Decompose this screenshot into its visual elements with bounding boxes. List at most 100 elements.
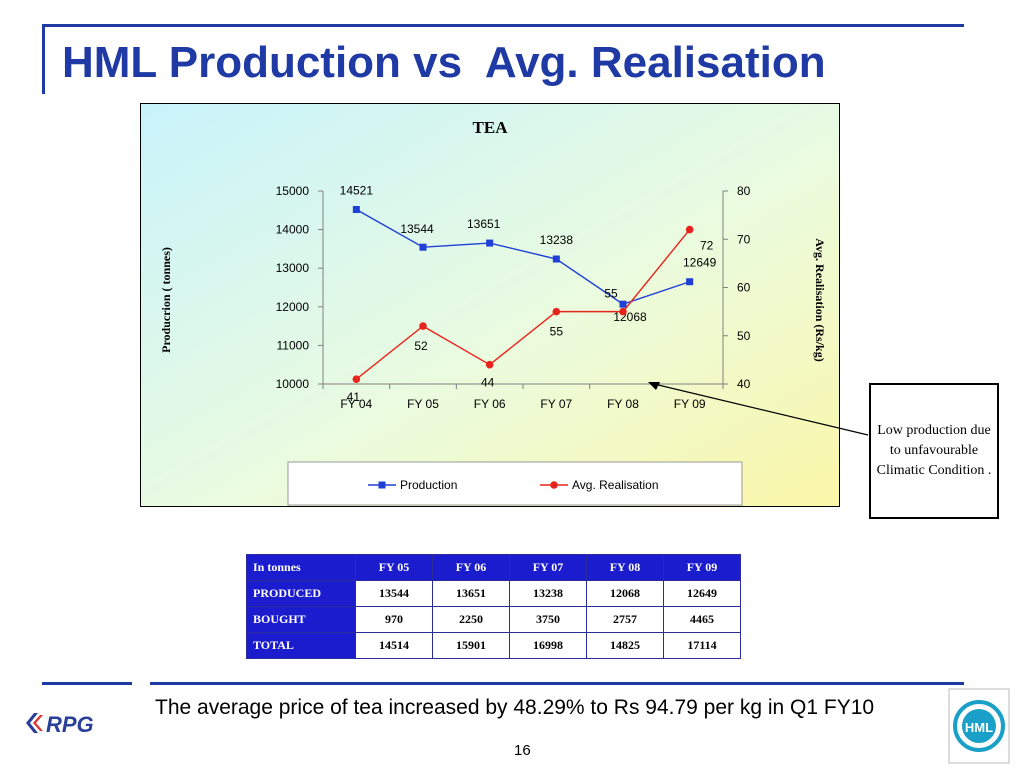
legend-label: Production [400,478,457,492]
table-cell: 2250 [432,606,510,633]
data-point-production [486,239,494,247]
table-cell: 13238 [509,580,587,607]
table-row: PRODUCED 13544 13651 13238 12068 12649 [246,580,741,607]
table-cell: 15901 [432,632,510,659]
x-tick-label: FY 09 [674,397,706,411]
data-point-avg-realisation [352,375,361,383]
title-frame-top-rule [42,24,964,27]
data-point-avg-realisation [685,225,694,234]
y-axis-left-label: Producrion ( tonnes) [159,247,173,353]
slide-title: HML Production vs Avg. Realisation [62,38,826,87]
data-point-production [419,243,427,251]
legend-swatch-marker [550,481,558,489]
footer-rule-right [150,682,964,685]
y-right-tick-label: 80 [737,184,751,198]
x-tick-label: FY 06 [474,397,506,411]
svg-text:HML: HML [965,720,993,735]
data-point-production [686,278,694,286]
table-header-cell: FY 09 [663,554,741,581]
data-label: 44 [481,376,495,390]
table-row-label: BOUGHT [246,606,356,633]
data-point-avg-realisation [552,307,561,316]
production-table: In tonnes FY 05 FY 06 FY 07 FY 08 FY 09 … [246,554,741,659]
data-label: 13544 [400,222,434,236]
legend-label: Avg. Realisation [572,478,659,492]
x-tick-label: FY 08 [607,397,639,411]
y-right-tick-label: 40 [737,377,751,391]
y-left-tick-label: 15000 [276,184,310,198]
table-row-label: TOTAL [246,632,356,659]
x-tick-label: FY 07 [540,397,572,411]
footer-note: The average price of tea increased by 48… [155,696,875,719]
annotation-callout-text: Low production due to unfavourable Clima… [876,423,992,478]
data-label: 13651 [467,217,501,231]
table-cell: 2757 [586,606,664,633]
data-label: 55 [604,287,618,301]
data-point-production [619,300,627,308]
data-label: 72 [700,239,714,253]
table-cell: 4465 [663,606,741,633]
data-label: 41 [347,390,361,404]
axes-layer: 10000 11000 12000 13000 14000 15000 40 50 60 70 80… [276,184,751,411]
legend: Production Avg. Realisation [287,461,743,506]
data-label: 52 [414,339,428,353]
table-row-label: PRODUCED [246,580,356,607]
series-line-production [355,208,690,305]
table-header-row: In tonnes FY 05 FY 06 FY 07 FY 08 FY 09 [246,554,741,581]
x-tick-label: FY 04 [340,397,372,411]
table-cell: 3750 [509,606,587,633]
annotation-callout: Low production due to unfavourable Clima… [869,383,999,519]
callout-arrow-line [653,383,869,436]
table-cell: 13651 [432,580,510,607]
legend-swatch-marker [378,481,386,489]
table-cell: 12649 [663,580,741,607]
data-label: 14521 [340,183,374,197]
y-right-tick-label: 60 [737,281,751,295]
table-cell: 17114 [663,632,741,659]
table-cell: 970 [355,606,433,633]
title-frame-left-rule [42,24,45,94]
table-header-cell: In tonnes [246,554,356,581]
table-row: TOTAL 14514 15901 16998 14825 17114 [246,632,741,659]
legend-items: Production Avg. Realisation [368,478,659,492]
table-cell: 14825 [586,632,664,659]
chart-title: TEA [473,118,509,137]
y-left-tick-label: 12000 [276,300,310,314]
x-tick-label: FY 05 [407,397,439,411]
table-cell: 12068 [586,580,664,607]
data-point-production [552,255,560,263]
data-point-avg-realisation [485,360,494,369]
data-label: 13238 [540,233,574,247]
table-header-cell: FY 06 [432,554,510,581]
y-left-tick-label: 10000 [276,377,310,391]
page-number: 16 [514,742,531,759]
table-header-cell: FY 08 [586,554,664,581]
table-header-cell: FY 05 [355,554,433,581]
table-cell: 13544 [355,580,433,607]
table-header-cell: FY 07 [509,554,587,581]
callout-arrow-head [648,382,660,390]
table-row: BOUGHT 970 2250 3750 2757 4465 [246,606,741,633]
data-label: 12649 [683,256,717,270]
data-label: 55 [550,325,564,339]
chart-panel: TEA Producrion ( tonnes) Avg. Realisatio… [140,103,840,507]
table-cell: 16998 [509,632,587,659]
y-left-tick-label: 11000 [277,338,310,352]
chart-svg: TEA Producrion ( tonnes) Avg. Realisatio… [140,103,840,507]
series-line-avg-realisation [355,229,691,380]
footer-rule-left [42,682,132,685]
svg-text:RPG: RPG [46,712,94,737]
y-axis-right-label: Avg. Realisation (Rs/kg) [813,238,827,361]
hml-logo-icon: HML [948,688,1010,764]
table-cell: 14514 [355,632,433,659]
data-point-avg-realisation [619,307,627,316]
data-point-production [352,205,360,213]
data-point-avg-realisation [419,322,427,330]
rpg-logo-icon: RPG [26,712,94,737]
y-right-tick-label: 70 [737,232,751,246]
y-left-tick-label: 13000 [276,261,310,275]
legend-box [287,461,743,506]
y-left-tick-label: 14000 [276,223,310,237]
